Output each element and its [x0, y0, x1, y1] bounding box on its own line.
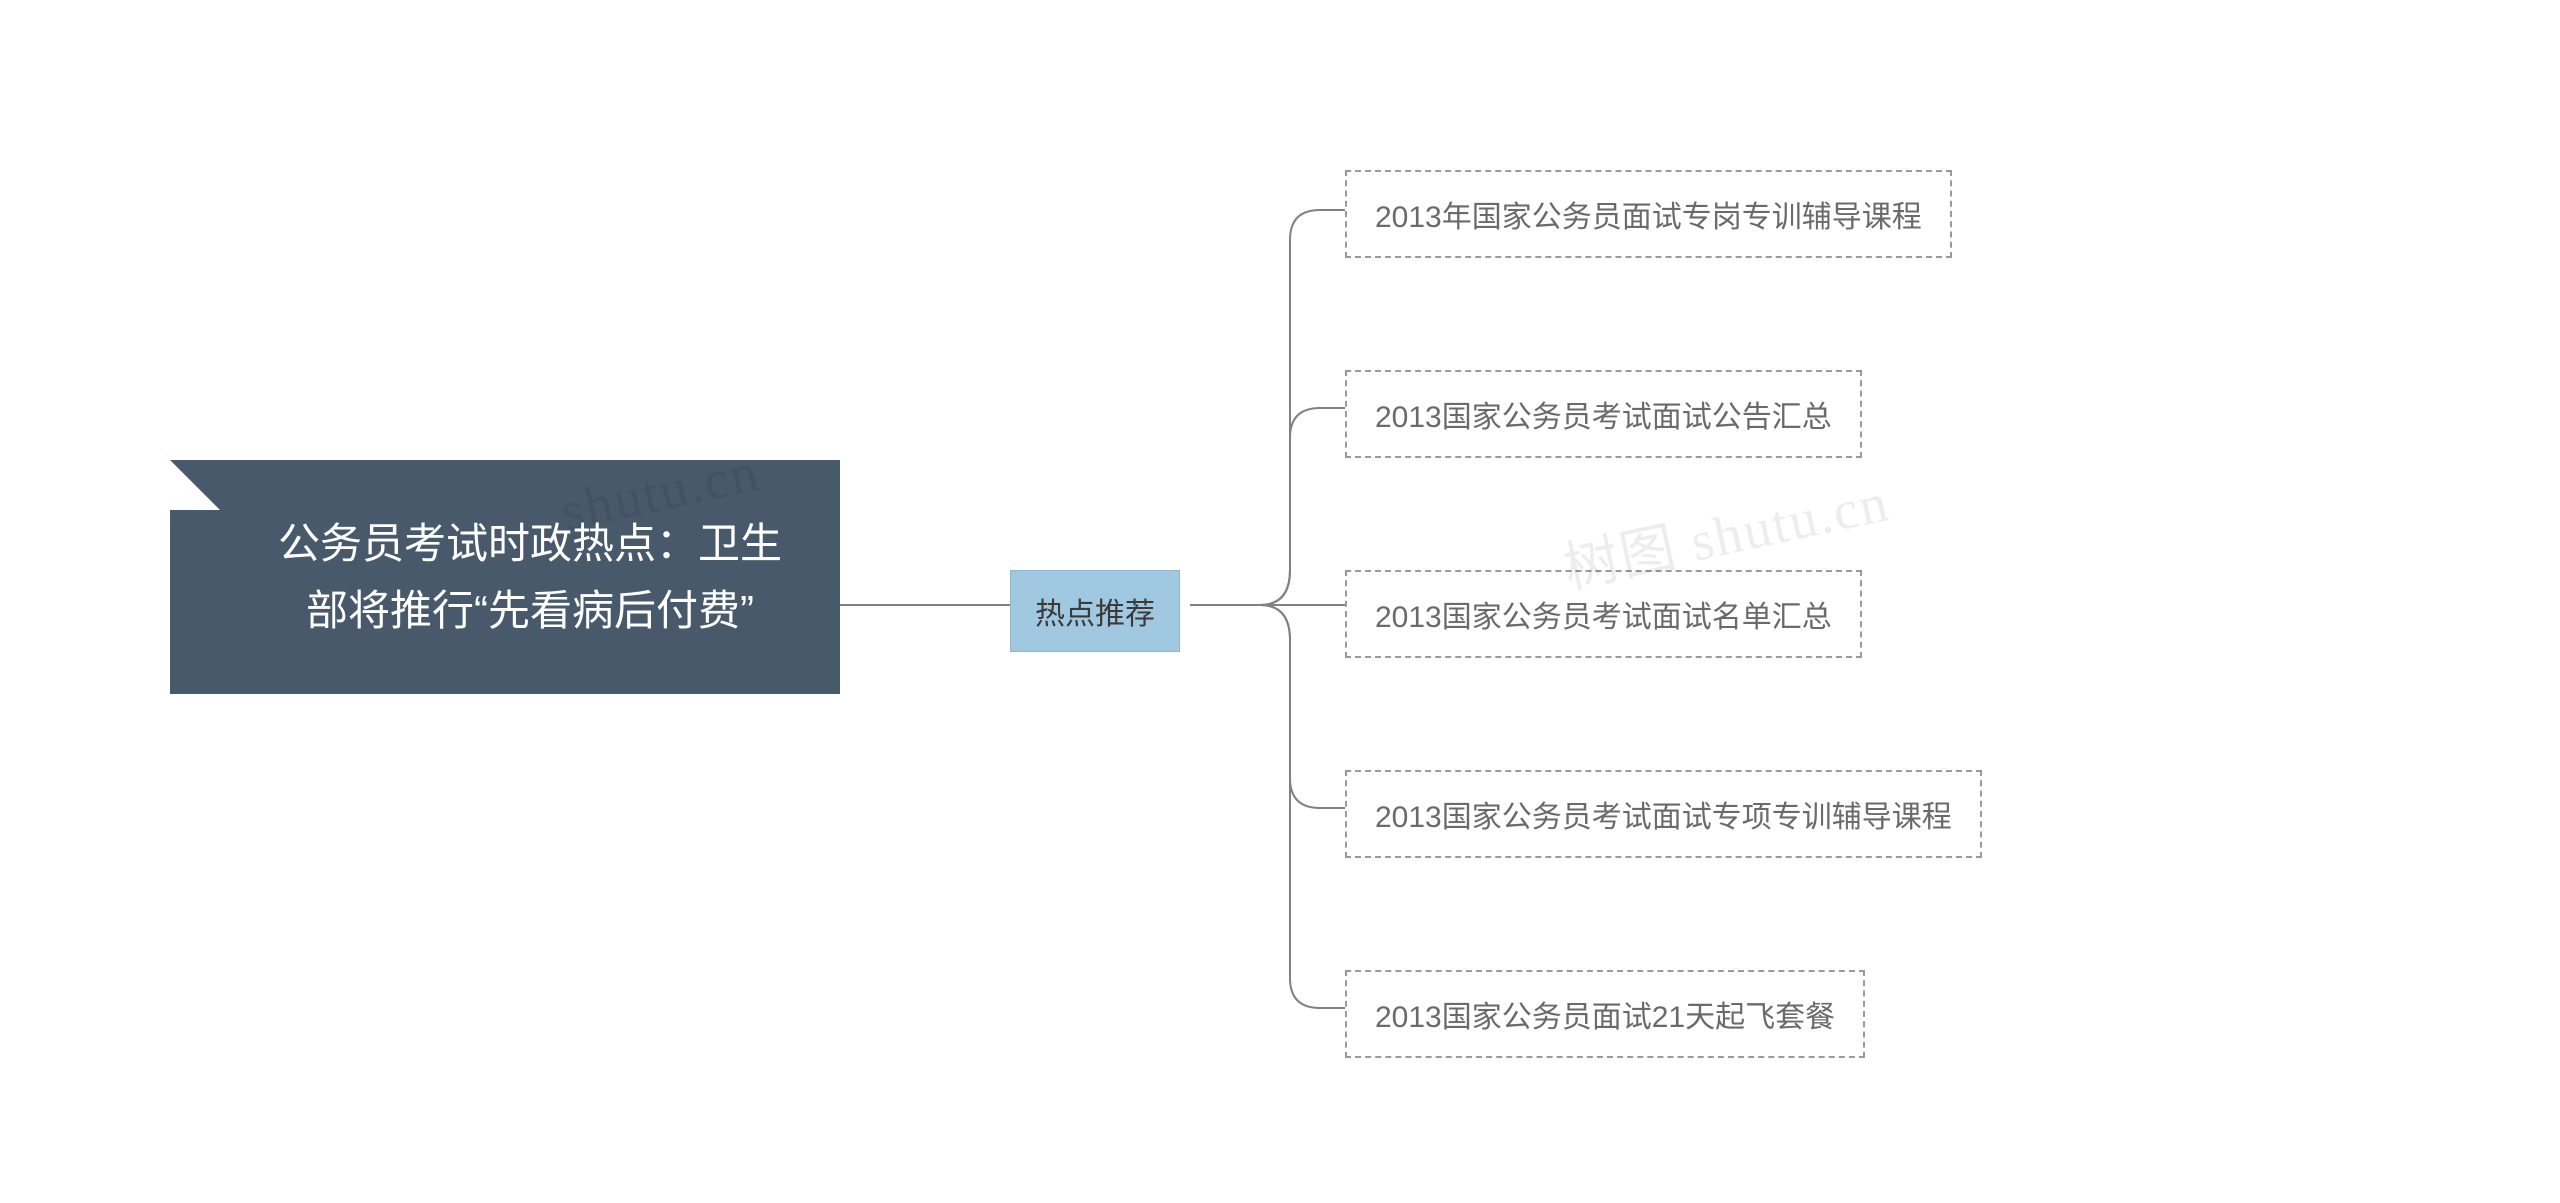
- leaf-text: 2013国家公务员面试21天起飞套餐: [1375, 1001, 1835, 1034]
- leaf-text: 2013国家公务员考试面试名单汇总: [1375, 601, 1832, 634]
- leaf-node-4: 2013国家公务员面试21天起飞套餐: [1345, 970, 1865, 1058]
- hub-text: 热点推荐: [1035, 598, 1155, 631]
- edge-hub-leaf-3: [1190, 605, 1345, 808]
- leaf-text: 2013年国家公务员面试专岗专训辅导课程: [1375, 201, 1922, 234]
- hub-node: 热点推荐: [1010, 570, 1180, 652]
- root-text: 公务员考试时政热点：卫生部将推行“先看病后付费”: [278, 520, 782, 634]
- leaf-text: 2013国家公务员考试面试专项专训辅导课程: [1375, 801, 1952, 834]
- leaf-node-0: 2013年国家公务员面试专岗专训辅导课程: [1345, 170, 1952, 258]
- leaf-node-3: 2013国家公务员考试面试专项专训辅导课程: [1345, 770, 1982, 858]
- edge-hub-leaf-0: [1190, 210, 1345, 605]
- leaf-node-1: 2013国家公务员考试面试公告汇总: [1345, 370, 1862, 458]
- root-node: 公务员考试时政热点：卫生部将推行“先看病后付费”: [220, 460, 840, 694]
- edge-hub-leaf-1: [1190, 408, 1345, 605]
- edge-hub-leaf-4: [1190, 605, 1345, 1008]
- leaf-node-2: 2013国家公务员考试面试名单汇总: [1345, 570, 1862, 658]
- leaf-text: 2013国家公务员考试面试公告汇总: [1375, 401, 1832, 434]
